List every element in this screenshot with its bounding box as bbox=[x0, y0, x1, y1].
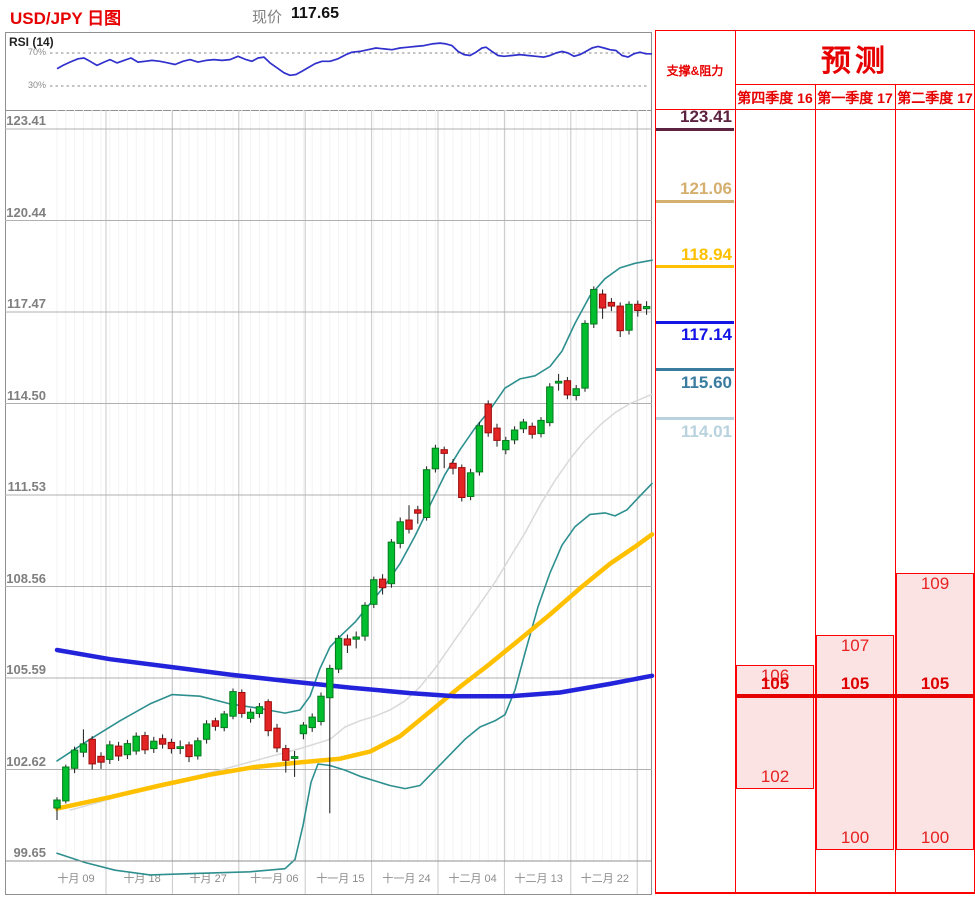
sr-level-value: 118.94 bbox=[680, 244, 732, 264]
forecast-consensus-line bbox=[735, 694, 975, 699]
forecast-col-q4-16: 第四季度 16 bbox=[737, 89, 813, 106]
chart-title: USD/JPY 日图 bbox=[10, 9, 122, 28]
price-tick-label: 99.65 bbox=[13, 845, 46, 860]
sr-level-value: 114.01 bbox=[680, 421, 732, 441]
table-border-bottom bbox=[655, 892, 975, 894]
sr-level-line bbox=[656, 320, 734, 324]
forecast-high-value: 107 bbox=[840, 635, 870, 655]
table-border-top bbox=[655, 30, 975, 31]
sr-level-value: 115.60 bbox=[680, 372, 732, 392]
table-border-left bbox=[655, 30, 656, 894]
sr-level-line bbox=[656, 127, 734, 131]
current-price-label: 现价 bbox=[252, 9, 283, 26]
sr-level-value: 123.41 bbox=[680, 107, 732, 126]
sr-level-line bbox=[656, 368, 734, 372]
forecast-low-value: 100 bbox=[840, 828, 870, 848]
forecast-high-value: 106 bbox=[760, 666, 790, 686]
forecast-consensus-value: 105 bbox=[760, 674, 790, 694]
date-tick-label: 十月 27 bbox=[189, 873, 227, 885]
forecast-high-value: 109 bbox=[920, 573, 950, 593]
price-tick-label: 117.47 bbox=[6, 296, 46, 311]
date-tick-label: 十二月 13 bbox=[514, 873, 563, 885]
support-resistance-header: 支撑&阻力 bbox=[666, 63, 724, 78]
price-tick-label: 114.50 bbox=[6, 387, 46, 403]
table-divider bbox=[735, 30, 736, 894]
forecast-consensus-value: 105 bbox=[920, 674, 950, 694]
forecast-consensus-value: 105 bbox=[840, 674, 870, 694]
current-price-value: 117.65 bbox=[291, 5, 340, 22]
sr-level-value: 117.14 bbox=[680, 325, 732, 345]
forecast-range-box bbox=[736, 665, 814, 789]
date-tick-label: 十一月 15 bbox=[316, 873, 365, 885]
rsi-panel bbox=[5, 32, 652, 111]
date-tick-label: 十月 18 bbox=[123, 873, 161, 885]
rsi-oversold-tick: 30% bbox=[27, 80, 46, 90]
forecast-range-box bbox=[816, 634, 894, 851]
sr-level-line bbox=[656, 265, 734, 269]
sr-level-line bbox=[656, 417, 734, 421]
date-tick-label: 十一月 24 bbox=[382, 873, 431, 885]
forecast-col-q1-17: 第一季度 17 bbox=[817, 89, 893, 106]
price-tick-label: 102.62 bbox=[6, 753, 46, 769]
price-tick-label: 120.44 bbox=[6, 204, 46, 220]
price-tick-label: 123.41 bbox=[6, 113, 46, 128]
forecast-title: 预测 bbox=[821, 44, 889, 78]
rsi-overbought-tick: 70% bbox=[27, 47, 46, 57]
sr-level-value: 121.06 bbox=[680, 179, 732, 199]
forecast-col-q2-17: 第二季度 17 bbox=[897, 89, 973, 106]
forecast-low-value: 102 bbox=[760, 766, 790, 786]
table-divider bbox=[735, 84, 975, 85]
table-divider bbox=[895, 85, 896, 894]
date-tick-label: 十月 09 bbox=[57, 873, 95, 885]
candlestick-plot-frame bbox=[5, 110, 652, 895]
date-tick-label: 十二月 22 bbox=[580, 873, 629, 885]
date-tick-label: 十一月 06 bbox=[250, 873, 299, 885]
price-tick-label: 108.56 bbox=[6, 570, 46, 586]
table-divider bbox=[655, 109, 975, 110]
price-tick-label: 105.59 bbox=[6, 662, 46, 677]
forecast-range-box bbox=[896, 572, 974, 851]
sr-level-line bbox=[656, 199, 734, 203]
forecast-low-value: 100 bbox=[920, 828, 950, 848]
date-tick-label: 十二月 04 bbox=[448, 873, 497, 885]
table-divider bbox=[815, 85, 816, 894]
price-tick-label: 111.53 bbox=[7, 479, 46, 494]
rsi-indicator-label: RSI (14) bbox=[9, 35, 54, 49]
